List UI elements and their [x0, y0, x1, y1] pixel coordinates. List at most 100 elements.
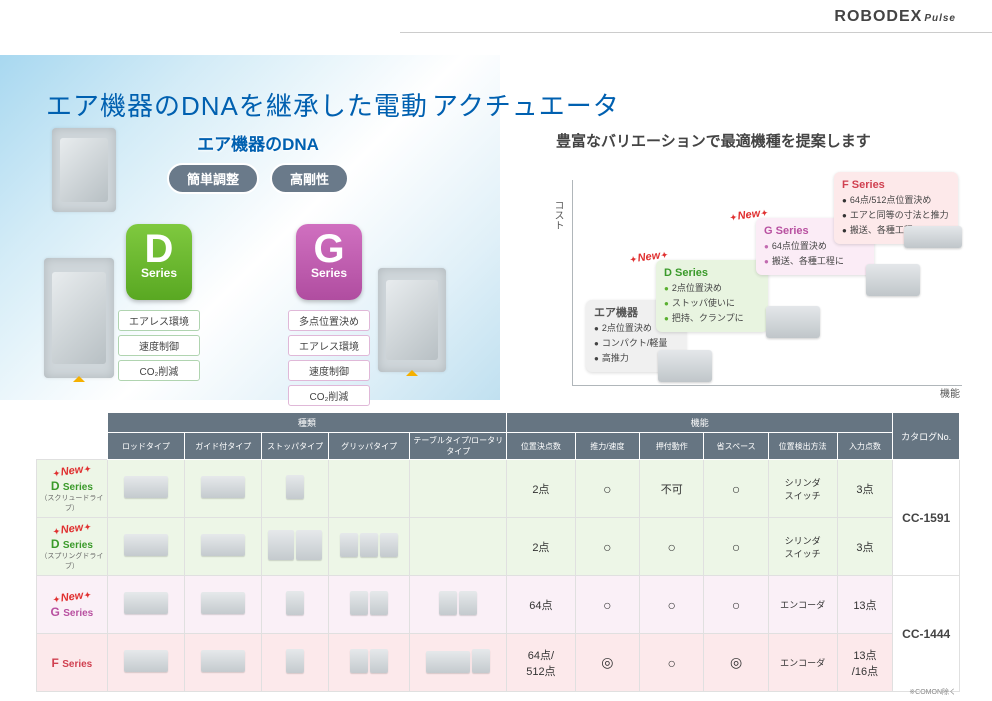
product-thumb — [286, 591, 304, 615]
row-label: NewD Series（スプリングドライブ） — [37, 518, 108, 576]
new-badge: New — [629, 247, 669, 267]
func-cell: 13点/16点 — [837, 634, 893, 692]
g-bullet: 速度制御 — [288, 360, 370, 381]
th-sub: 入力点数 — [837, 433, 893, 460]
g-letter: G — [296, 228, 362, 270]
footnote: ※COMON除く — [909, 687, 956, 697]
d-letter: D — [126, 228, 192, 270]
th-group-type: 種類 — [107, 413, 506, 433]
type-cell — [185, 576, 262, 634]
product-thumb — [286, 649, 304, 673]
cost-function-chart: コスト 機能 エア機器 2点位置決め コンパクト/軽量 高推力 New D Se… — [548, 160, 968, 400]
table-row: F Series64点/512点◎○◎エンコーダ13点/16点 — [37, 634, 960, 692]
type-cell — [107, 576, 184, 634]
pill-high-rigidity: 高剛性 — [270, 163, 349, 194]
type-cell — [410, 518, 507, 576]
th-sub: 省スペース — [704, 433, 768, 460]
th-catalog: カタログNo. — [893, 413, 960, 460]
table-row: NewD Series（スプリングドライブ）2点○○○シリンダスイッチ3点 — [37, 518, 960, 576]
d-bullet: エアレス環境 — [118, 310, 200, 331]
row-label: F Series — [37, 634, 108, 692]
type-cell — [328, 518, 410, 576]
g-bullet: エアレス環境 — [288, 335, 370, 356]
chart-product-img — [766, 306, 820, 338]
product-thumb — [286, 475, 304, 499]
product-thumb — [472, 649, 490, 673]
type-cell — [410, 460, 507, 518]
table-row: NewG Series64点○○○エンコーダ13点CC-1444 — [37, 576, 960, 634]
func-cell: 不可 — [640, 460, 704, 518]
func-cell: ○ — [640, 518, 704, 576]
product-thumb — [350, 591, 368, 615]
func-cell: エンコーダ — [768, 576, 837, 634]
chart-product-img — [904, 226, 962, 248]
d-bullets: エアレス環境 速度制御 CO₂削減 — [94, 308, 224, 383]
product-thumb — [124, 650, 168, 672]
product-thumb — [124, 476, 168, 498]
func-cell: 2点 — [507, 518, 576, 576]
brand-sub: Pulse — [924, 13, 956, 24]
func-cell: ○ — [704, 460, 768, 518]
chart-node-d: New D Series 2点位置決め ストッパ使いに 把持、クランプに — [656, 260, 768, 332]
g-bullet: CO₂削減 — [288, 385, 370, 406]
header-rule — [400, 32, 992, 33]
func-cell: シリンダスイッチ — [768, 460, 837, 518]
g-series-label: Series — [296, 266, 362, 280]
product-thumb — [370, 591, 388, 615]
g-bullet: 多点位置決め — [288, 310, 370, 331]
th-sub: ロッドタイプ — [107, 433, 184, 460]
func-cell: ○ — [575, 518, 639, 576]
brand-name: ROBODEX — [834, 8, 922, 25]
product-thumb — [268, 530, 294, 560]
g-bullets: 多点位置決め エアレス環境 速度制御 CO₂削減 — [264, 308, 394, 408]
type-cell — [107, 634, 184, 692]
axis-x-label: 機能 — [940, 385, 960, 400]
product-thumb — [370, 649, 388, 673]
type-cell — [107, 460, 184, 518]
product-thumb — [201, 476, 245, 498]
node-row: 64点/512点位置決め — [842, 193, 950, 208]
product-thumb — [201, 534, 245, 556]
headline-left: エア機器のDNAを継承した電動 — [46, 86, 428, 123]
type-cell — [185, 518, 262, 576]
axis-x-line — [572, 385, 962, 386]
row-label: NewG Series — [37, 576, 108, 634]
th-group-func: 機能 — [507, 413, 893, 433]
product-thumb — [426, 651, 470, 673]
node-row: エアと同等の寸法と推力 — [842, 208, 950, 223]
type-cell — [410, 634, 507, 692]
th-sub: テーブルタイプ/ロータリタイプ — [410, 433, 507, 460]
func-cell: ○ — [640, 576, 704, 634]
th-sub: 押付動作 — [640, 433, 704, 460]
catalog-no: CC-1444 — [893, 576, 960, 692]
type-cell — [410, 576, 507, 634]
type-cell — [262, 634, 329, 692]
sub-headline: 豊富なバリエーションで最適機種を提案します — [556, 130, 871, 151]
chart-product-img — [866, 264, 920, 296]
product-thumb — [340, 533, 358, 557]
func-cell: 2点 — [507, 460, 576, 518]
axis-y-label: コスト — [550, 200, 565, 230]
catalog-no: CC-1591 — [893, 460, 960, 576]
th-sub: 位置決点数 — [507, 433, 576, 460]
axis-y-line — [572, 180, 573, 385]
node-row: 把持、クランプに — [664, 311, 760, 326]
headline-right: アクチュエータ — [432, 86, 620, 123]
chart-product-img — [658, 350, 712, 382]
func-cell: ○ — [640, 634, 704, 692]
node-title: D Series — [664, 266, 760, 280]
hero-product-image-1 — [52, 128, 116, 212]
node-title: F Series — [842, 178, 950, 192]
th-sub: ガイド付タイプ — [185, 433, 262, 460]
product-thumb — [124, 534, 168, 556]
node-row: コンパクト/軽量 — [594, 336, 678, 351]
dna-block: エア機器のDNA 簡単調整 高剛性 — [118, 130, 398, 194]
d-bullet: 速度制御 — [118, 335, 200, 356]
type-cell — [107, 518, 184, 576]
func-cell: ◎ — [704, 634, 768, 692]
func-cell: エンコーダ — [768, 634, 837, 692]
brand-header: ROBODEXPulse — [834, 8, 956, 26]
d-series-label: Series — [126, 266, 192, 280]
table-row: NewD Series（スクリュードライブ）2点○不可○シリンダスイッチ3点CC… — [37, 460, 960, 518]
g-series-card: G Series — [296, 224, 362, 300]
